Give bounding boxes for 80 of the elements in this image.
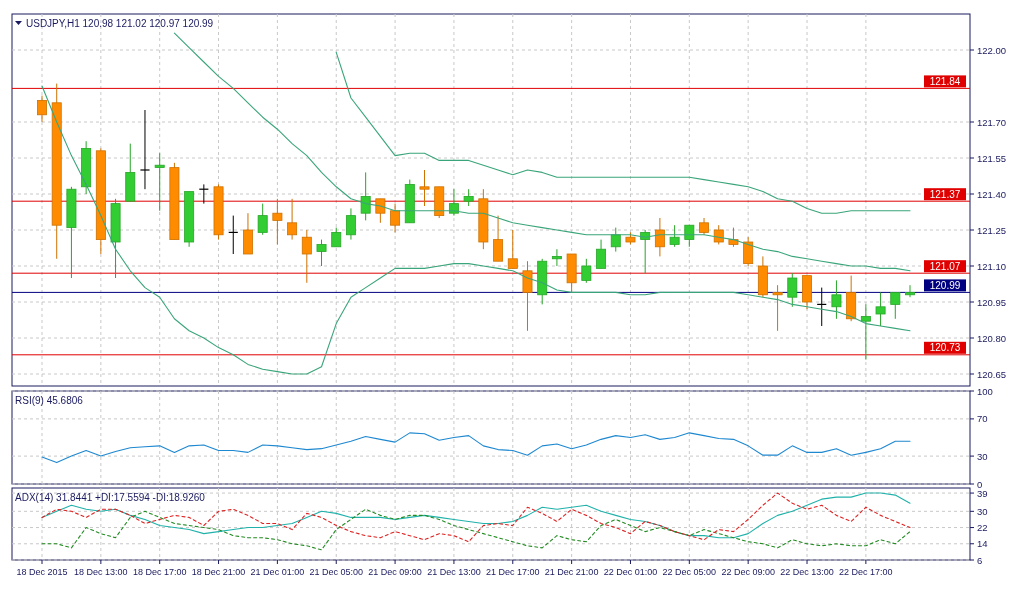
y-tick-label: 120.95 [977, 296, 1007, 308]
y-tick-label: 6 [977, 554, 983, 566]
ref-line-label: 120.99 [929, 279, 961, 291]
candlestick [243, 212, 253, 255]
candlestick [301, 229, 312, 284]
x-tick-label: 21 Dec 09:00 [368, 567, 422, 577]
x-tick-label: 22 Dec 09:00 [721, 567, 775, 577]
ref-line-label: 120.73 [929, 342, 961, 354]
y-tick-label: 121.55 [977, 152, 1007, 164]
y-tick-label: 120.65 [977, 368, 1007, 380]
candlestick [419, 169, 430, 207]
chart-title: ADX(14) 31.8441 +DI:17.5594 -DI:18.9260 [15, 492, 206, 503]
x-tick-label: 21 Dec 01:00 [250, 567, 305, 577]
ref-line-label: 121.37 [929, 188, 961, 200]
x-tick-label: 22 Dec 05:00 [662, 567, 717, 577]
y-tick-label: 30 [977, 505, 988, 517]
candlestick [772, 284, 783, 332]
candlestick [743, 236, 754, 267]
line-series [41, 508, 911, 551]
x-tick-label: 22 Dec 01:00 [603, 567, 658, 577]
x-tick-label: 22 Dec 13:00 [780, 567, 834, 577]
line-series [41, 432, 911, 464]
x-tick-label: 21 Dec 21:00 [544, 567, 599, 577]
candlestick [890, 291, 901, 320]
line-series [335, 51, 911, 214]
candlestick [37, 95, 47, 123]
y-tick-label: 70 [977, 413, 988, 425]
candlestick [831, 279, 842, 320]
y-tick-label: 121.25 [977, 224, 1007, 236]
chart-title: RSI(9) 45.6806 [15, 395, 84, 406]
candlestick [507, 229, 518, 269]
candlestick [596, 239, 607, 269]
candlestick [860, 303, 871, 361]
x-tick-label: 18 Dec 17:00 [132, 567, 187, 577]
candlestick [654, 217, 665, 257]
y-tick-label: 100 [977, 385, 993, 397]
x-tick-label: 21 Dec 13:00 [427, 567, 481, 577]
candlestick [787, 272, 798, 308]
candlestick [257, 203, 268, 236]
candlestick [522, 260, 533, 332]
y-tick-label: 22 [977, 522, 988, 534]
y-tick-label: 121.70 [977, 116, 1007, 128]
y-tick-label: 14 [977, 538, 988, 550]
x-tick-label: 18 Dec 21:00 [191, 567, 246, 577]
x-tick-label: 21 Dec 05:00 [309, 567, 364, 577]
candlestick [272, 198, 283, 245]
y-tick-label: 0 [977, 478, 983, 490]
y-tick-label: 121.40 [977, 188, 1007, 200]
y-tick-label: 30 [977, 450, 988, 462]
candlestick [139, 109, 151, 190]
candlestick [448, 188, 459, 217]
candlestick [331, 227, 342, 248]
candlestick [316, 239, 327, 267]
candlestick [669, 224, 680, 248]
x-tick-label: 18 Dec 2015 [16, 567, 68, 577]
candlestick [551, 248, 562, 267]
candlestick [581, 258, 592, 284]
y-tick-label: 120.80 [977, 332, 1007, 344]
ref-line-label: 121.84 [929, 75, 961, 87]
candlestick [154, 152, 165, 212]
candlestick [905, 284, 915, 298]
x-tick-label: 22 Dec 17:00 [839, 567, 893, 577]
y-tick-label: 39 [977, 487, 988, 499]
line-series [41, 85, 911, 375]
y-tick-label: 121.10 [977, 260, 1007, 272]
line-series [173, 32, 911, 272]
chart-title: USDJPY,H1 120.98 121.02 120.97 120.99 [26, 18, 214, 29]
candlestick [360, 171, 371, 221]
y-tick-label: 122.00 [977, 44, 1007, 56]
candlestick [875, 291, 886, 327]
candlestick [390, 203, 401, 233]
candlestick [684, 224, 695, 248]
ref-line-label: 121.07 [929, 260, 961, 272]
x-tick-label: 18 Dec 13:00 [74, 567, 128, 577]
candlestick [345, 207, 356, 241]
candlestick [728, 227, 739, 248]
candlestick [287, 198, 298, 241]
candlestick [493, 215, 504, 262]
candlestick [610, 227, 621, 253]
x-tick-label: 21 Dec 17:00 [486, 567, 540, 577]
